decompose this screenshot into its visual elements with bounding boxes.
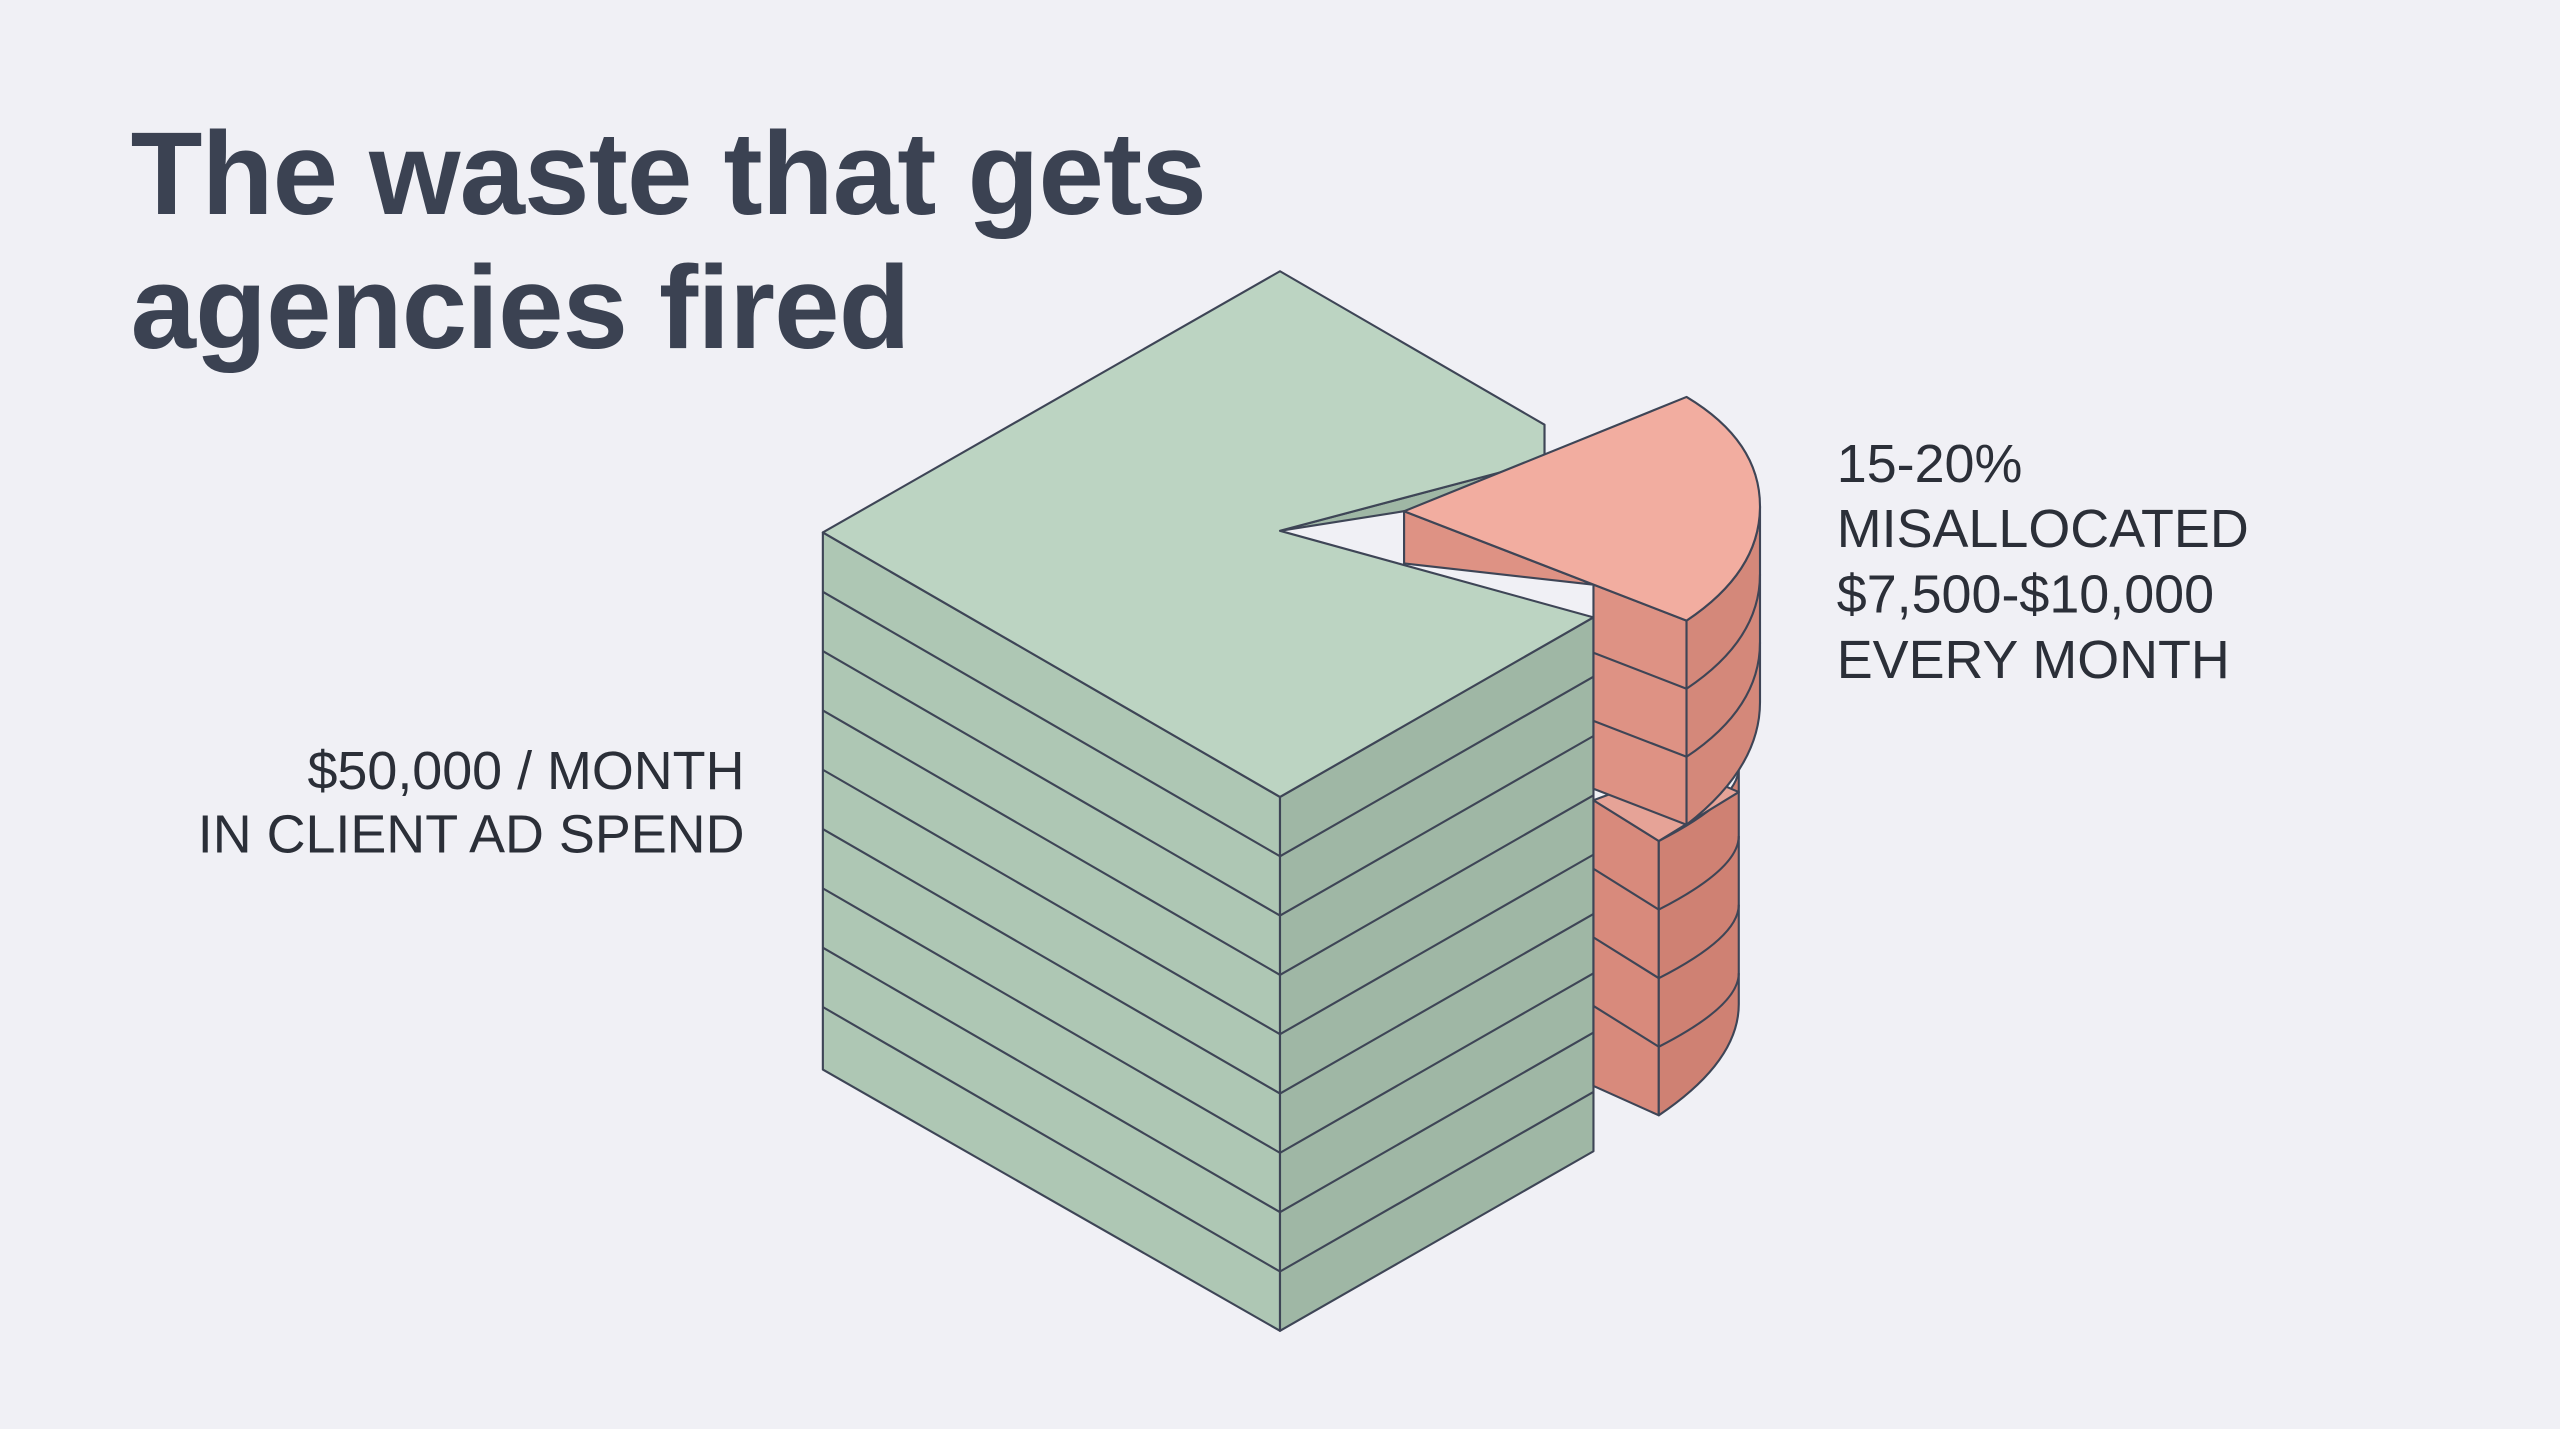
slice-top xyxy=(1403,395,1762,622)
layer-line xyxy=(1592,973,1740,1048)
waste-label: 15-20% xyxy=(1837,434,2023,494)
slice-layers xyxy=(1592,574,1762,1048)
layer-line xyxy=(822,650,1594,917)
layer-line xyxy=(1593,642,1762,758)
layer-line xyxy=(1592,904,1740,980)
layer-line xyxy=(822,946,1594,1214)
layer-line xyxy=(822,887,1594,1154)
block-top-face xyxy=(821,270,1595,799)
spend-block xyxy=(821,270,1595,1332)
waste-label: EVERY MONTH xyxy=(1837,630,2230,690)
waste-label: MISALLOCATED xyxy=(1837,499,2249,559)
layer-line xyxy=(822,828,1594,1095)
waste-label: $7,500-$10,000 xyxy=(1837,564,2214,624)
layer-line xyxy=(822,1006,1594,1273)
spend-label: IN CLIENT AD SPEND xyxy=(198,804,745,864)
block-layers xyxy=(822,590,1594,1273)
spend-label: $50,000 / MONTH xyxy=(307,741,744,801)
layer-line xyxy=(822,590,1594,858)
title-line: agencies fired xyxy=(131,242,910,373)
layer-line xyxy=(822,709,1594,976)
waste-slice xyxy=(1403,395,1762,1117)
layer-line xyxy=(822,768,1594,1036)
layer-line xyxy=(1592,836,1740,911)
title-line: The waste that gets xyxy=(131,108,1206,239)
layer-line xyxy=(1593,574,1762,690)
